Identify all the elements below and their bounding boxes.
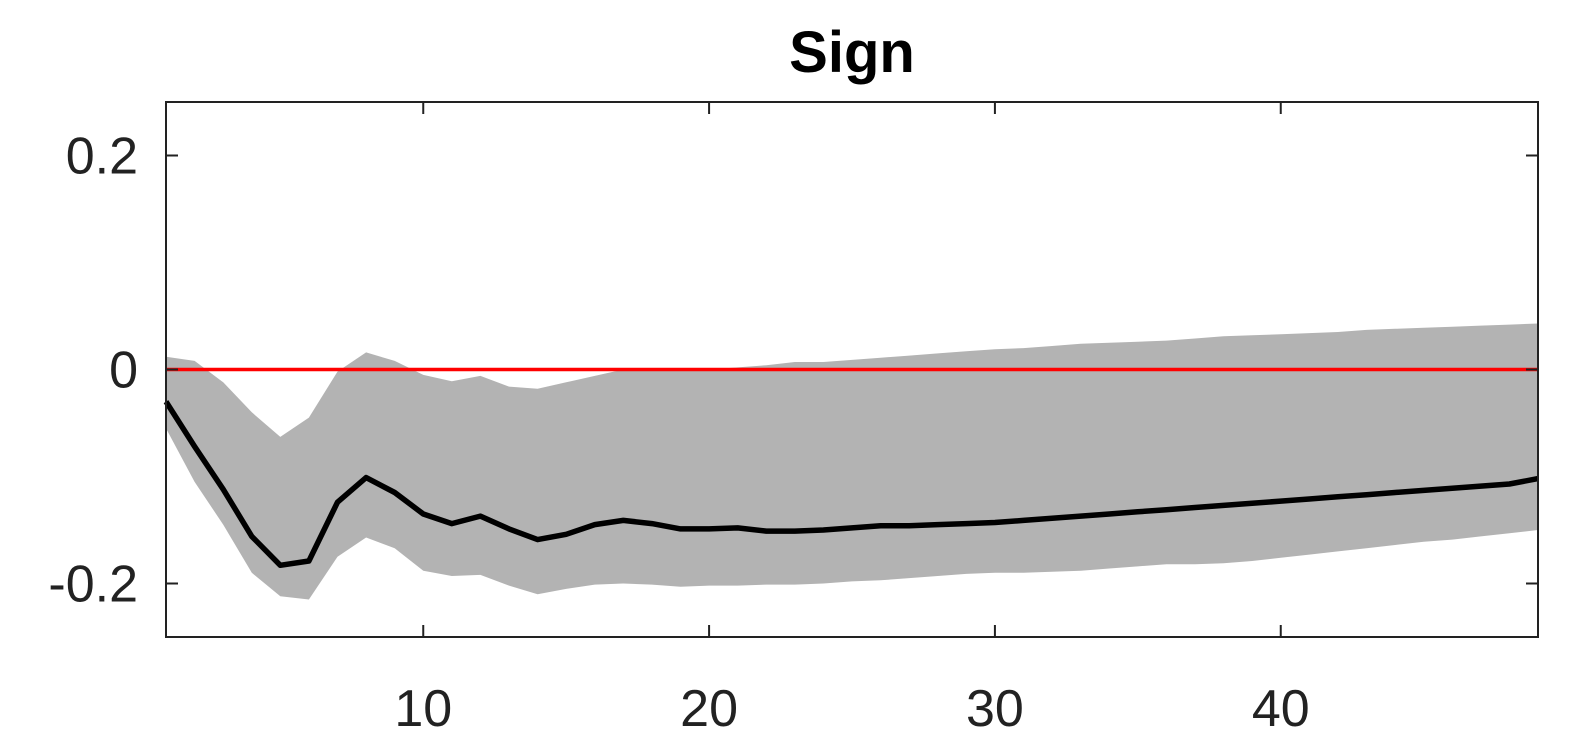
chart-title: Sign: [789, 20, 915, 85]
x-tick-label-10: 10: [394, 680, 452, 738]
x-tick-label-30: 30: [966, 680, 1024, 738]
x-tick-label-40: 40: [1252, 680, 1310, 738]
confidence-band: [166, 323, 1538, 600]
y-tick-label-0: 0.2: [66, 128, 138, 186]
x-tick-label-20: 20: [680, 680, 738, 738]
y-tick-label-1: 0: [109, 342, 138, 400]
y-tick-label-2: -0.2: [48, 556, 138, 614]
median-response-line: [163, 400, 1539, 569]
plot-area: 10 20 30 40 0.2 0 -0.2: [48, 101, 1539, 738]
